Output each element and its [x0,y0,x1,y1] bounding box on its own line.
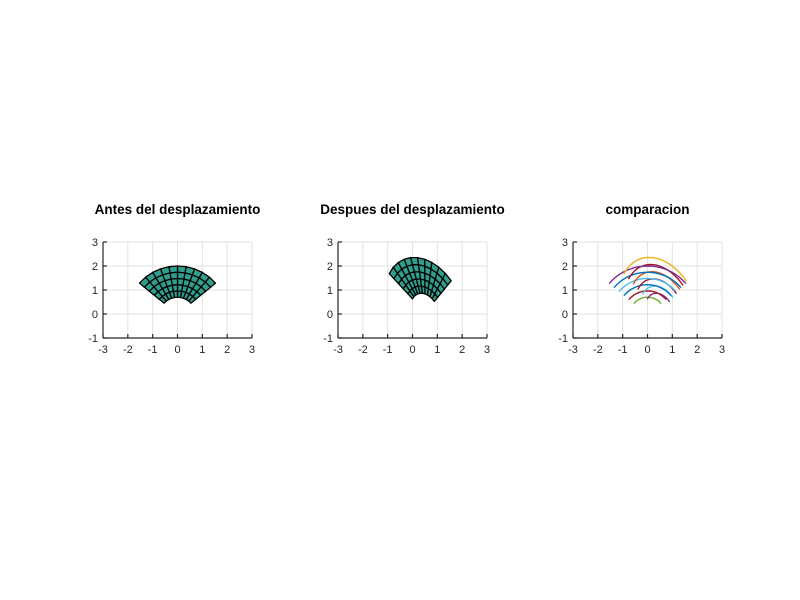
comparison-arc-after [623,256,687,282]
x-tick-label: 3 [484,344,490,356]
comparison-arc-before [633,296,662,304]
y-tick-label: 0 [562,309,568,321]
plot-area-despues: -3 -2 -1 0 1 2 3 -1 0 1 2 3 [323,237,490,356]
x-tick-label: -3 [568,344,578,356]
x-tick-label: 0 [174,344,180,356]
y-tick-label: 0 [327,309,333,321]
subplot-title-despues: Despues del desplazamiento [320,202,505,217]
y-tick-label: 3 [562,237,568,249]
x-tick-label: 3 [249,344,255,356]
x-tick-label: 1 [669,344,675,356]
x-tick-label: 2 [459,344,465,356]
plot-area-comparacion: -3 -2 -1 0 1 2 3 -1 0 1 2 3 [558,237,725,356]
mesh-cell [138,276,151,288]
x-tick-label: 2 [224,344,230,356]
y-tick-label: 2 [562,261,568,273]
x-tick-label: 0 [409,344,415,356]
y-tick-label: -1 [558,333,568,345]
y-tick-label: 2 [327,261,333,273]
x-tick-label: 3 [719,344,725,356]
plot-area-antes: -3 -2 -1 0 1 2 3 -1 0 1 2 3 [88,237,255,356]
x-tick-label: -1 [383,344,393,356]
comparison-arc-before [608,265,687,284]
y-tick-label: 1 [92,285,98,297]
x-tick-label: 0 [644,344,650,356]
x-tick-label: 1 [199,344,205,356]
y-tick-label: 1 [327,285,333,297]
x-tick-label: -1 [618,344,628,356]
y-tick-label: 1 [562,285,568,297]
y-tick-label: 2 [92,261,98,273]
comparison-arc-after [632,270,681,290]
subplot-antes: Antes del desplazamiento -3 -2 -1 0 1 2 3 -1 0 1 2… [69,202,286,374]
subplot-title-antes: Antes del desplazamiento [94,202,261,217]
x-tick-label: -2 [593,344,603,356]
y-tick-label: 3 [92,237,98,249]
y-tick-label: 0 [92,309,98,321]
x-tick-label: 1 [434,344,440,356]
x-tick-label: 2 [694,344,700,356]
y-tick-label: 3 [327,237,333,249]
subplot-title-comparacion: comparacion [605,202,690,217]
mesh-cell [176,265,187,274]
comparison-arc-before [613,271,682,288]
y-tick-label: -1 [88,333,98,345]
comparison-arc-before [628,290,667,300]
x-tick-label: -2 [123,344,133,356]
mesh-cell [388,266,399,280]
comparison-arc-before [623,283,672,296]
x-tick-label: -3 [333,344,343,356]
x-tick-label: -2 [358,344,368,356]
comparison-arc-after [628,263,684,286]
subplot-despues: Despues del desplazamiento -3 -2 -1 0 1 2 3 -1 0… [304,202,521,374]
x-tick-label: -3 [98,344,108,356]
y-tick-label: -1 [323,333,333,345]
comparison-arc-before [618,277,677,292]
x-tick-label: -1 [148,344,158,356]
subplot-comparacion: comparacion -3 -2 -1 0 1 2 3 -1 0 1 2 3 [539,202,756,374]
